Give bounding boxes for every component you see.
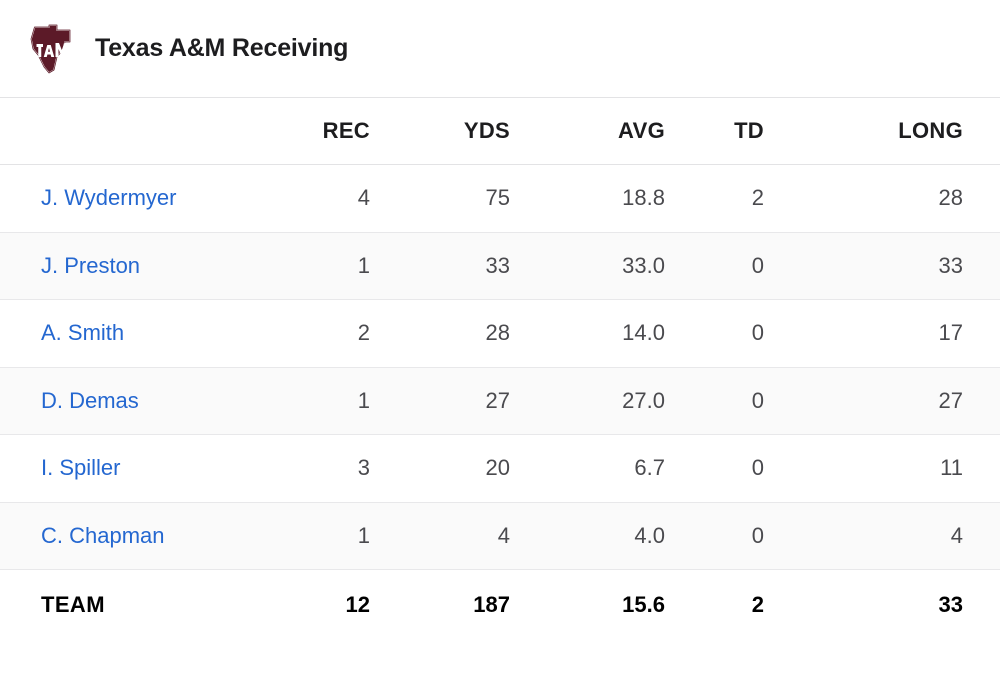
column-header-avg: AVG <box>545 97 700 165</box>
player-name-cell: C. Chapman <box>0 502 290 570</box>
long-cell: 27 <box>938 387 963 413</box>
column-header-rec: REC <box>290 97 405 165</box>
player-link[interactable]: I. Spiller <box>41 455 121 481</box>
player-link[interactable]: J. Preston <box>41 252 141 278</box>
table-body: J. Wydermyer 4 75 18.8 2 28 J. Preston 1… <box>0 164 1000 640</box>
rec-cell: 2 <box>357 320 370 346</box>
table-row: J. Wydermyer 4 75 18.8 2 28 <box>0 164 1000 233</box>
yds-cell: 27 <box>485 387 510 413</box>
td-cell: 2 <box>751 185 764 211</box>
table-row: A. Smith 2 28 14.0 0 17 <box>0 299 1000 368</box>
rec-cell: 4 <box>357 185 370 211</box>
avg-cell: 6.7 <box>634 455 665 481</box>
yds-cell: 28 <box>485 320 510 346</box>
totals-label: TEAM <box>41 591 105 617</box>
player-link[interactable]: J. Wydermyer <box>41 185 177 211</box>
player-name-cell: D. Demas <box>0 367 290 435</box>
totals-yds-cell: 187 <box>473 591 510 617</box>
column-header-player <box>0 97 290 165</box>
rec-cell: 3 <box>357 455 370 481</box>
player-link[interactable]: C. Chapman <box>41 522 165 548</box>
yds-cell: 33 <box>485 252 510 278</box>
totals-long-cell: 33 <box>938 591 963 617</box>
player-name-cell: I. Spiller <box>0 435 290 503</box>
yds-cell: 20 <box>485 455 510 481</box>
yds-cell: 4 <box>497 522 510 548</box>
long-cell: 33 <box>938 252 963 278</box>
td-cell: 0 <box>751 455 764 481</box>
page-title: Texas A&M Receiving <box>95 34 349 62</box>
yds-cell: 75 <box>485 185 510 211</box>
receiving-stats-table: REC YDS AVG TD LONG J. Wydermyer 4 75 18… <box>0 97 1000 640</box>
player-link[interactable]: A. Smith <box>41 320 125 346</box>
td-cell: 0 <box>751 387 764 413</box>
rec-cell: 1 <box>357 522 370 548</box>
player-name-cell: J. Preston <box>0 232 290 300</box>
avg-cell: 18.8 <box>622 185 665 211</box>
table-row: J. Preston 1 33 33.0 0 33 <box>0 232 1000 300</box>
table-row: D. Demas 1 27 27.0 0 27 <box>0 367 1000 435</box>
column-header-td: TD <box>700 97 802 165</box>
long-cell: 28 <box>938 185 963 211</box>
card-header: Texas A&M Receiving <box>0 0 1000 97</box>
totals-avg-cell: 15.6 <box>622 591 665 617</box>
team-totals-row: TEAM 12 187 15.6 2 33 <box>0 569 1000 640</box>
player-link[interactable]: D. Demas <box>41 387 139 413</box>
column-header-long: LONG <box>802 97 1000 165</box>
table-row: I. Spiller 3 20 6.7 0 11 <box>0 434 1000 503</box>
rec-cell: 1 <box>357 252 370 278</box>
texas-am-logo-icon <box>30 23 71 74</box>
td-cell: 0 <box>751 252 764 278</box>
avg-cell: 14.0 <box>622 320 665 346</box>
table-header-row: REC YDS AVG TD LONG <box>0 97 1000 165</box>
totals-td-cell: 2 <box>751 591 764 617</box>
table-header: REC YDS AVG TD LONG <box>0 97 1000 165</box>
table-row: C. Chapman 1 4 4.0 0 4 <box>0 502 1000 570</box>
avg-cell: 4.0 <box>634 522 665 548</box>
player-name-cell: J. Wydermyer <box>0 165 290 233</box>
player-name-cell: A. Smith <box>0 300 290 368</box>
long-cell: 17 <box>938 320 963 346</box>
avg-cell: 33.0 <box>622 252 665 278</box>
avg-cell: 27.0 <box>622 387 665 413</box>
totals-rec-cell: 12 <box>345 591 370 617</box>
td-cell: 0 <box>751 522 764 548</box>
td-cell: 0 <box>751 320 764 346</box>
column-header-yds: YDS <box>405 97 545 165</box>
rec-cell: 1 <box>357 387 370 413</box>
long-cell: 4 <box>950 522 963 548</box>
long-cell: 11 <box>940 455 963 481</box>
